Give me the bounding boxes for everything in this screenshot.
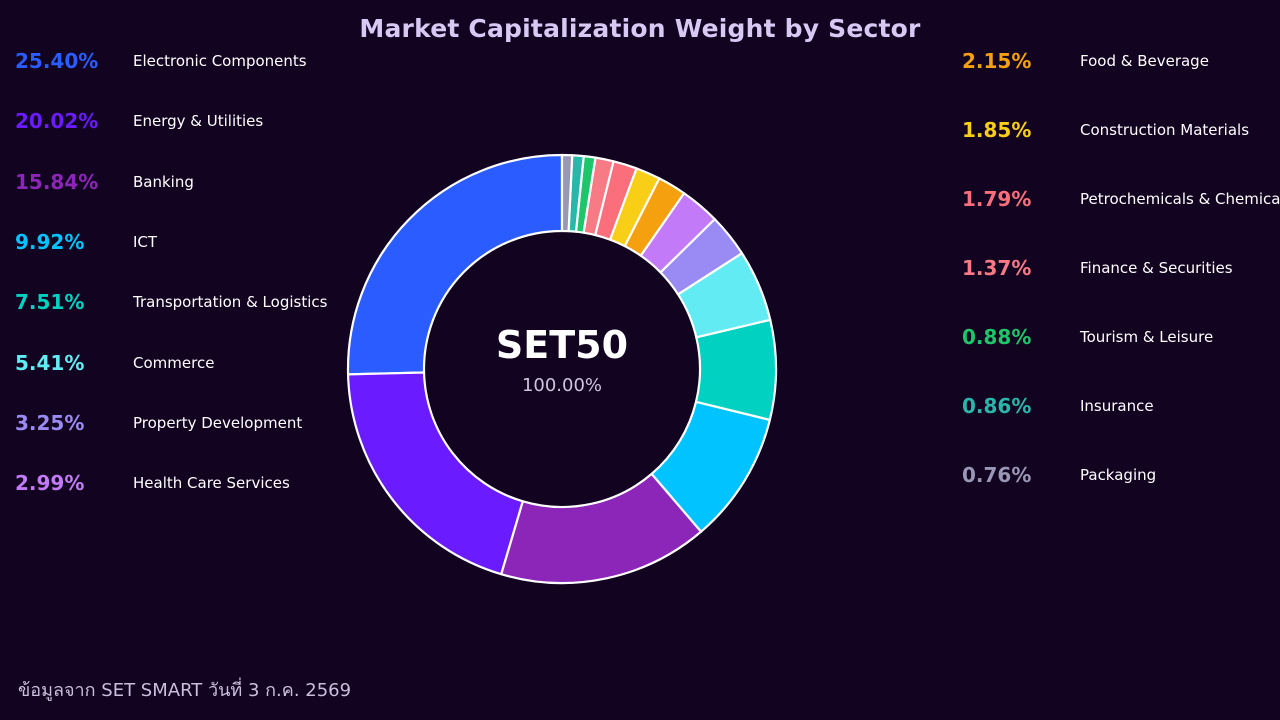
legend-label: Tourism & Leisure — [1080, 328, 1214, 346]
legend-percent: 2.99% — [15, 471, 85, 496]
legend-item: 9.92% ICT — [15, 227, 157, 257]
legend-item: 0.86% Insurance — [962, 391, 1154, 421]
legend-label: ICT — [133, 232, 158, 251]
legend-item: 0.76% Packaging — [962, 460, 1156, 490]
legend-percent: 0.88% — [962, 325, 1032, 349]
legend-percent: 25.40% — [15, 49, 99, 73]
legend-item: 1.85% Construction Materials — [962, 115, 1249, 145]
legend-item: 2.15% Food & Beverage — [962, 46, 1209, 76]
legend-percent: 9.92% — [15, 229, 85, 254]
legend-percent: 15.84% — [15, 169, 99, 194]
legend-item: 1.79% Petrochemicals & Chemicals — [962, 184, 1280, 214]
legend-label: Food & Beverage — [1080, 52, 1209, 70]
legend-percent: 0.86% — [962, 394, 1032, 418]
legend-percent: 2.15% — [962, 49, 1032, 73]
legend-item: 7.51% Transportation & Logistics — [15, 287, 327, 317]
center-label: SET50 — [496, 323, 628, 367]
legend-item: 20.02% Energy & Utilities — [15, 106, 263, 136]
legend-percent: 1.85% — [962, 118, 1032, 142]
legend-label: Electronic Components — [133, 52, 307, 70]
donut-slice-2 — [346, 371, 524, 576]
donut-slice-1 — [346, 153, 564, 376]
legend-item: 0.88% Tourism & Leisure — [962, 322, 1213, 352]
source-footnote: ข้อมูลจาก SET SMART วันที่ 3 ก.ค. 2569 — [18, 680, 352, 701]
chart-title: Market Capitalization Weight by Sector — [359, 14, 921, 43]
legend-item: 15.84% Banking — [15, 167, 194, 197]
donut-slice-15 — [560, 153, 574, 233]
donut-slices — [346, 153, 778, 585]
legend-label: Insurance — [1080, 397, 1154, 415]
legend-label: Finance & Securities — [1080, 259, 1233, 277]
legend-label: Banking — [133, 172, 194, 191]
legend-label: Petrochemicals & Chemicals — [1080, 190, 1280, 208]
legend-item: 25.40% Electronic Components — [15, 46, 307, 76]
legend-percent: 5.41% — [15, 350, 85, 375]
legend-percent: 20.02% — [15, 109, 99, 134]
legend-item: 5.41% Commerce — [15, 348, 214, 378]
legend-percent: 1.79% — [962, 187, 1032, 211]
legend-label: Packaging — [1080, 466, 1157, 484]
legend-percent: 1.37% — [962, 256, 1032, 280]
center-value: 100.00% — [522, 375, 602, 396]
legend-label: Construction Materials — [1080, 121, 1250, 139]
legend-percent: 0.76% — [962, 463, 1032, 487]
legend-percent: 3.25% — [15, 410, 85, 435]
legend-item: 2.99% Health Care Services — [15, 468, 290, 498]
legend-label: Energy & Utilities — [133, 112, 264, 131]
legend-label: Health Care Services — [133, 474, 290, 493]
legend-percent: 7.51% — [15, 290, 85, 315]
legend-label: Transportation & Logistics — [133, 293, 328, 312]
legend-item: 3.25% Property Development — [15, 408, 302, 438]
legend-item: 1.37% Finance & Securities — [962, 253, 1233, 283]
legend-label: Property Development — [133, 413, 303, 432]
legend-label: Commerce — [133, 353, 215, 372]
